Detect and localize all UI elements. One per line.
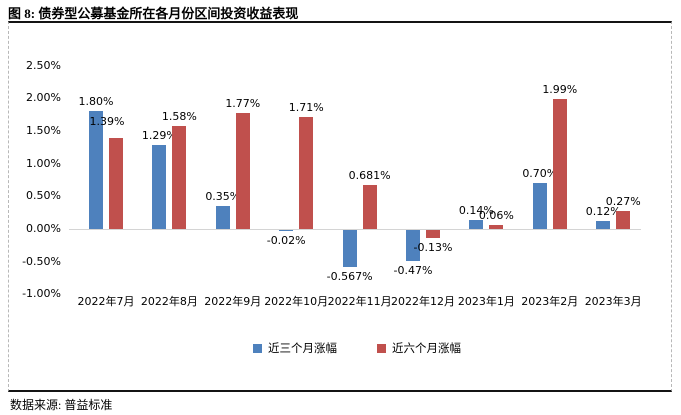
bar-recent-6m [235, 113, 250, 229]
category-label: 2022年11月 [327, 295, 392, 308]
value-label: 0.12% [585, 205, 621, 219]
figure-title: 图 8: 债券型公募基金所在各月份区间投资收益表现 [8, 6, 299, 21]
legend-item-recent-3m: 近三个月涨幅 [253, 340, 337, 356]
category-label: 2022年8月 [140, 295, 198, 308]
zero-axis-line [69, 229, 641, 230]
category-label: 2022年9月 [204, 295, 262, 308]
bar-recent-6m [362, 184, 377, 229]
bar-recent-6m [552, 99, 567, 229]
value-label: -0.02% [266, 234, 306, 248]
value-label: 1.77% [225, 97, 261, 111]
chart-frame: 2.50% 2.00% 1.50% 1.00% 0.50% 0.00% -0.50% -1.0… [8, 21, 672, 392]
value-label: 1.39% [89, 115, 125, 129]
value-label: 0.35% [205, 190, 241, 204]
category-label: 2022年7月 [77, 295, 135, 308]
bar-recent-6m [299, 117, 314, 229]
bar-recent-3m [89, 111, 103, 229]
category-label: 2023年1月 [457, 295, 515, 308]
bar-recent-6m [426, 230, 440, 239]
legend-swatch-recent-6m-icon [377, 343, 386, 353]
legend-label-recent-3m: 近三个月涨幅 [268, 343, 337, 355]
value-label: 0.14% [458, 203, 494, 217]
bar-recent-3m [215, 206, 230, 229]
y-axis-tick-label: 1.00% [26, 156, 61, 170]
legend-item-recent-6m: 近六个月涨幅 [377, 340, 461, 356]
legend: 近三个月涨幅 近六个月涨幅 [9, 340, 671, 356]
bar-recent-3m [532, 183, 547, 229]
value-label: 0.06% [478, 209, 514, 223]
bar-recent-6m [172, 125, 187, 229]
bar-recent-3m [469, 219, 484, 229]
value-label: -0.47% [393, 263, 433, 277]
value-label: -0.13% [413, 241, 453, 255]
bar-recent-3m [596, 221, 611, 229]
value-label: -0.567% [326, 270, 373, 284]
bar-recent-3m [279, 230, 294, 232]
value-label: 1.71% [288, 101, 324, 115]
bar-recent-6m [109, 138, 123, 229]
y-axis-tick-label: 0.00% [26, 222, 61, 235]
category-label: 2022年12月 [391, 295, 455, 308]
category-label: 2023年3月 [584, 295, 642, 308]
value-label: 0.681% [348, 168, 391, 182]
y-axis-tick-label: 0.50% [26, 189, 61, 203]
value-label: 1.99% [542, 83, 578, 97]
y-axis-tick-label: -0.50% [22, 254, 61, 268]
category-label: 2022年10月 [264, 295, 329, 308]
bar-recent-3m [342, 230, 357, 268]
value-label: 1.29% [141, 128, 177, 142]
y-axis-tick-label: 1.50% [26, 124, 61, 138]
bar-recent-6m [489, 225, 504, 229]
y-axis-tick-label: 2.50% [26, 58, 61, 72]
value-label: 1.80% [78, 95, 114, 109]
data-source: 数据来源: 普益标准 [10, 398, 113, 412]
y-axis-tick-label: -1.00% [22, 287, 61, 301]
category-label: 2023年2月 [521, 295, 579, 308]
legend-label-recent-6m: 近六个月涨幅 [392, 343, 461, 355]
bar-recent-3m [406, 230, 420, 261]
y-axis-tick-label: 2.00% [26, 91, 61, 105]
value-label: 0.70% [522, 167, 558, 181]
bar-recent-6m [616, 211, 631, 229]
plot-area: 2.50% 2.00% 1.50% 1.00% 0.50% 0.00% -0.50% -1.0… [9, 23, 671, 390]
legend-swatch-recent-3m-icon [253, 343, 262, 353]
bar-recent-3m [152, 144, 167, 229]
value-label: 0.27% [605, 195, 641, 209]
value-label: 1.58% [161, 109, 197, 123]
